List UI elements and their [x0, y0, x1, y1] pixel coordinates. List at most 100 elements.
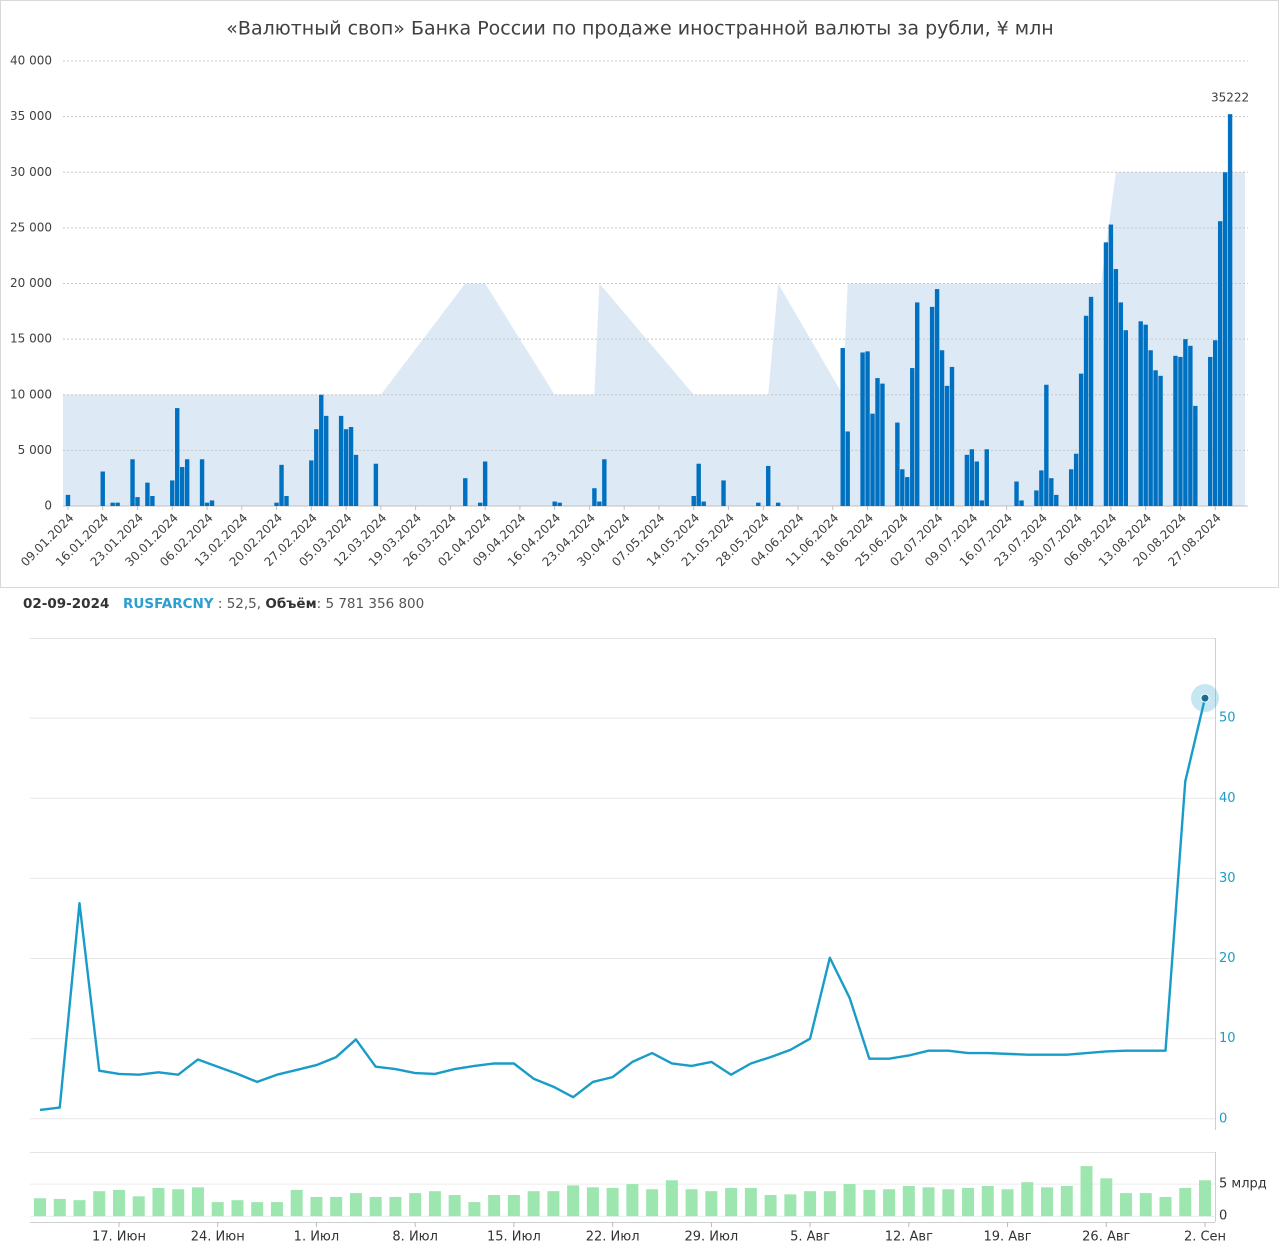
bar [1143, 324, 1148, 506]
volume-bar [962, 1187, 975, 1217]
volume-bar [1120, 1193, 1133, 1217]
volume-bar [902, 1186, 915, 1217]
volume-bar [290, 1189, 303, 1217]
volume-bar [1060, 1186, 1073, 1217]
volume-bar [1159, 1196, 1172, 1217]
bar [1188, 345, 1193, 506]
y-tick-label: 10 [1219, 1031, 1236, 1046]
bar [150, 495, 155, 506]
data-label: 35222 [1211, 91, 1249, 105]
bar [1118, 302, 1124, 506]
volume-bar [251, 1202, 264, 1217]
bar [944, 385, 950, 506]
bar [110, 502, 115, 506]
bar [348, 427, 354, 506]
x-tick-label: 26. Авг [1082, 1230, 1130, 1243]
bar [1217, 221, 1223, 506]
bar [721, 480, 726, 506]
volume-bar [646, 1189, 659, 1217]
bar [324, 415, 329, 506]
bar [895, 422, 900, 506]
volume-bar [527, 1191, 540, 1217]
bar [314, 429, 319, 506]
volume-bar [191, 1187, 204, 1217]
bar [170, 480, 175, 506]
volume-bar [349, 1193, 362, 1217]
volume-bar [586, 1187, 599, 1217]
bar [979, 500, 984, 506]
bar [949, 366, 955, 506]
bar [1034, 490, 1039, 506]
volume-bar [112, 1189, 125, 1217]
volume-bar [1100, 1178, 1113, 1217]
volume-bar [1080, 1166, 1093, 1217]
bar [319, 394, 324, 506]
bar [1108, 224, 1114, 506]
bar [964, 454, 970, 506]
bar [845, 431, 850, 506]
x-tick-label: 12. Авг [885, 1230, 933, 1243]
bar [840, 348, 845, 506]
bar [880, 383, 885, 506]
volume-bar [270, 1202, 283, 1217]
limit-area [63, 172, 1245, 506]
bar [1183, 339, 1188, 506]
bar [915, 302, 920, 506]
volume-bar [547, 1191, 560, 1217]
bar [602, 459, 607, 506]
bar [860, 352, 865, 506]
bar [905, 477, 910, 506]
bar [910, 368, 915, 506]
bar [284, 495, 289, 506]
bar [463, 478, 468, 506]
volume-bar [1199, 1180, 1211, 1217]
volume-bar [784, 1194, 797, 1217]
volume-bar [843, 1184, 856, 1217]
x-tick-label: 8. Июл [392, 1230, 438, 1243]
volume-bar [981, 1186, 994, 1217]
volume-bar [685, 1189, 698, 1217]
volume-bar [409, 1193, 422, 1217]
bar [130, 459, 135, 506]
bar [1054, 494, 1059, 506]
volume-bar [1021, 1182, 1034, 1217]
bar [1019, 500, 1024, 506]
bar [984, 449, 989, 506]
bar [482, 461, 488, 506]
bar [939, 350, 945, 506]
volume-bar [369, 1196, 382, 1217]
volume-tick-label: 5 млрд [1219, 1177, 1267, 1192]
bar [1014, 481, 1019, 506]
quote-volume: : 5 781 356 800 [317, 596, 425, 612]
bar [1113, 269, 1119, 506]
x-tick-label: 5. Авг [790, 1230, 830, 1243]
bar [115, 502, 120, 506]
volume-bar [606, 1187, 619, 1217]
volume-bar [132, 1196, 145, 1217]
bar [1049, 478, 1054, 506]
x-tick-label: 17. Июн [92, 1230, 146, 1243]
volume-bar [468, 1202, 481, 1217]
bar [1073, 453, 1079, 506]
y-tick-label: 40 000 [10, 54, 52, 68]
bar [1158, 375, 1163, 506]
volume-bar [488, 1195, 501, 1217]
bar [775, 502, 781, 506]
volume-bar [725, 1187, 738, 1217]
x-tick-label: 1. Июл [294, 1230, 340, 1243]
bar [696, 463, 701, 506]
y-tick-label: 15 000 [10, 332, 52, 346]
bar [974, 461, 980, 506]
volume-bar [73, 1200, 86, 1217]
bar [353, 454, 359, 506]
volume-bar [626, 1184, 639, 1217]
bar [900, 469, 905, 506]
bar [309, 460, 314, 506]
bar [373, 463, 379, 506]
bar [184, 459, 190, 506]
quote-header: 02-09-2024 RUSFARCNY : 52,5, Объём: 5 781… [23, 596, 424, 612]
bar [1173, 355, 1178, 506]
volume-bar [823, 1191, 836, 1217]
x-tick-label: 19. Авг [983, 1230, 1031, 1243]
